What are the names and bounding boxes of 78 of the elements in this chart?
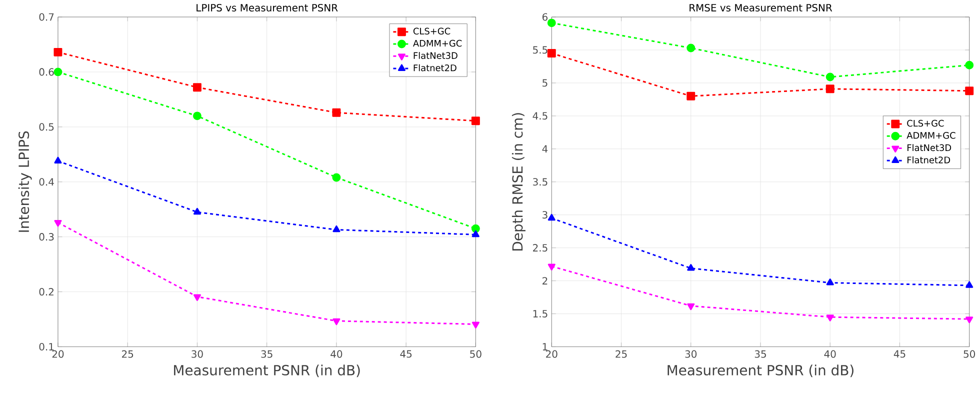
y-tick-label: 0.7 (39, 13, 54, 21)
point (966, 281, 974, 288)
point (826, 84, 834, 94)
point (547, 49, 556, 58)
legend-label: Flatnet2D (414, 64, 456, 72)
y-tick-label: 2.5 (533, 244, 548, 252)
point (687, 304, 695, 310)
point (332, 318, 340, 326)
point (548, 264, 556, 271)
y-tick-label: 0.6 (39, 68, 54, 76)
point (192, 83, 202, 92)
point (192, 112, 202, 120)
x-tick-label: 20 (52, 350, 64, 358)
y-tick-label: 5.5 (533, 46, 548, 54)
x-tick-label: 35 (754, 350, 766, 358)
point (54, 220, 62, 227)
chart-title: LPIPS vs Measurement PSNR (196, 4, 338, 12)
y-tick-label: 4 (542, 145, 548, 153)
y-axis-title: Intensity LPIPS (18, 131, 32, 232)
x-tick-label: 25 (122, 350, 134, 358)
x-tick-label: 20 (546, 350, 558, 358)
point (471, 116, 480, 126)
y-tick-label: 1 (542, 343, 548, 351)
point (332, 108, 341, 117)
point (548, 214, 556, 221)
x-axis-title: Measurement PSNR (in dB) (668, 364, 854, 378)
x-tick-label: 50 (964, 350, 976, 358)
point (687, 264, 695, 271)
point (826, 72, 834, 82)
y-axis-title: Depth RMSE (in cm) (512, 113, 526, 251)
y-tick-label: 3.5 (533, 178, 548, 186)
x-tick-label: 40 (330, 350, 342, 358)
point (471, 224, 480, 233)
point (965, 86, 974, 96)
legend-label: FlatNet3D (414, 52, 458, 60)
x-tick-label: 45 (894, 350, 906, 358)
point (332, 173, 341, 182)
chart-title: RMSE vs Measurement PSNR (690, 4, 832, 12)
point (965, 61, 974, 70)
x-tick-label: 45 (400, 350, 412, 358)
legend-label: Flatnet2D (907, 156, 950, 164)
point (54, 156, 62, 164)
point (686, 44, 696, 52)
x-tick-label: 30 (192, 350, 203, 358)
y-tick-label: 0.2 (39, 288, 54, 296)
point (826, 278, 834, 286)
legend-label: FlatNet3D (907, 144, 952, 152)
y-tick-label: 0.1 (39, 343, 54, 351)
legend-label: CLS+GC (907, 120, 944, 127)
x-tick-label: 30 (685, 350, 697, 358)
point (332, 226, 340, 232)
legend-label: ADMM+GC (413, 40, 462, 47)
y-tick-label: 0.4 (39, 178, 54, 186)
y-tick-label: 4.5 (532, 112, 548, 120)
x-tick-label: 35 (261, 350, 272, 358)
y-tick-label: 1.5 (533, 310, 548, 318)
y-tick-label: 6 (542, 13, 548, 21)
point (472, 230, 480, 238)
y-tick-label: 3 (542, 211, 548, 219)
point (54, 48, 62, 57)
point (193, 208, 201, 215)
x-axis-title: Measurement PSNR (in dB) (174, 364, 360, 378)
y-tick-label: 0.5 (39, 123, 54, 131)
legend-label: CLS+GC (413, 28, 450, 35)
y-tick-label: 2 (542, 277, 548, 285)
point (547, 18, 556, 28)
point (686, 92, 696, 101)
point (54, 68, 62, 76)
y-tick-label: 0.3 (39, 233, 54, 241)
x-tick-label: 50 (470, 350, 482, 358)
x-tick-label: 40 (824, 350, 836, 358)
point (826, 314, 834, 322)
point (193, 294, 201, 302)
y-tick-label: 5 (542, 79, 548, 87)
x-tick-label: 25 (616, 350, 627, 358)
point (472, 322, 480, 329)
legend-label: ADMM+GC (906, 132, 956, 139)
point (966, 316, 974, 324)
